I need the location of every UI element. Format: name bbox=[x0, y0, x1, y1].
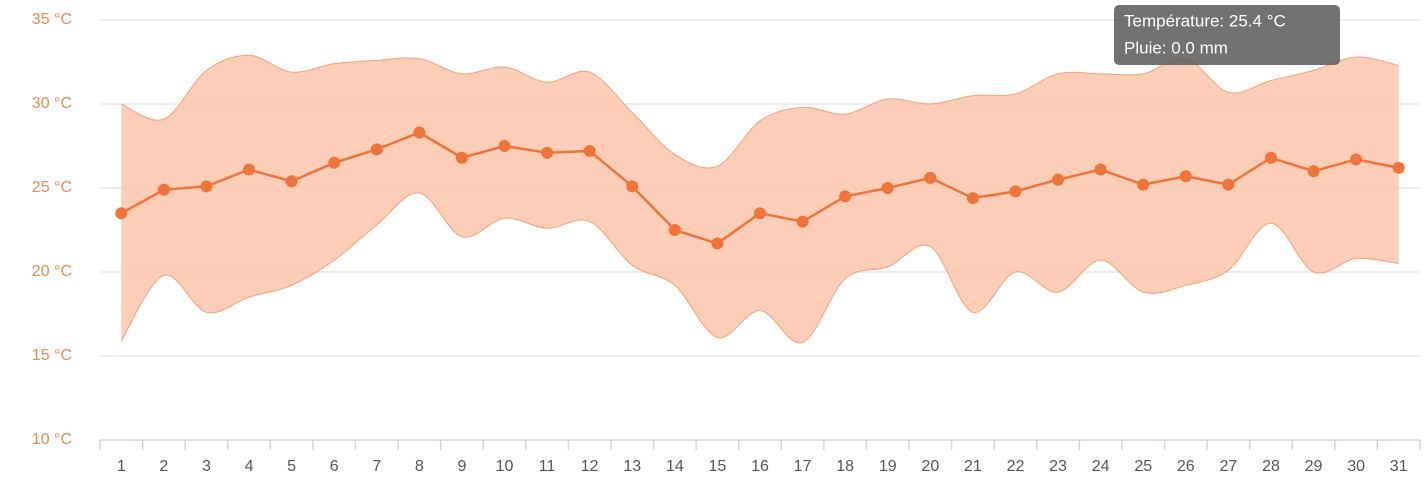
x-tick-label: 1 bbox=[117, 458, 126, 475]
x-tick-label: 17 bbox=[794, 458, 812, 475]
x-tick-label: 9 bbox=[457, 458, 466, 475]
x-tick-label: 27 bbox=[1219, 458, 1237, 475]
x-tick-label: 4 bbox=[245, 458, 254, 475]
x-tick-label: 2 bbox=[159, 458, 168, 475]
data-point bbox=[328, 156, 341, 169]
data-point bbox=[754, 207, 766, 220]
data-point bbox=[200, 180, 213, 193]
data-point bbox=[1137, 178, 1150, 191]
tooltip-line: Température: 25.4 °C bbox=[1124, 11, 1286, 30]
x-tick-label: 23 bbox=[1049, 458, 1067, 475]
x-tick-label: 28 bbox=[1262, 458, 1280, 475]
data-point bbox=[285, 175, 298, 188]
x-tick-label: 24 bbox=[1092, 458, 1110, 475]
x-tick-label: 16 bbox=[751, 458, 769, 475]
x-tick-label: 20 bbox=[921, 458, 939, 475]
x-tick-label: 6 bbox=[330, 458, 339, 475]
x-tick-label: 3 bbox=[202, 458, 211, 475]
x-tick-label: 5 bbox=[287, 458, 296, 475]
x-tick-label: 8 bbox=[415, 458, 424, 475]
x-tick-label: 22 bbox=[1007, 458, 1025, 475]
range-low-edge bbox=[120, 192, 1399, 344]
data-point bbox=[1307, 165, 1320, 178]
data-point bbox=[626, 180, 639, 193]
data-point bbox=[1052, 173, 1065, 186]
x-tick-label: 10 bbox=[496, 458, 514, 475]
x-tick-label: 18 bbox=[836, 458, 854, 475]
data-point bbox=[1094, 163, 1107, 176]
tooltip: Température: 25.4 °C Pluie: 0.0 mm bbox=[1114, 5, 1340, 65]
data-point bbox=[924, 171, 937, 184]
x-tick-label: 12 bbox=[581, 458, 599, 475]
data-point bbox=[711, 237, 724, 250]
y-tick-label: 20 °C bbox=[32, 263, 72, 280]
x-tick-label: 25 bbox=[1134, 458, 1152, 475]
data-point bbox=[1350, 153, 1363, 166]
data-point bbox=[1009, 185, 1022, 198]
data-point bbox=[413, 126, 426, 139]
y-tick-label: 10 °C bbox=[32, 431, 72, 448]
data-point bbox=[243, 163, 256, 176]
data-point bbox=[498, 140, 511, 152]
x-axis: 1 2 3 4 5 6 7 8 9 10 11 12 13 14 15 16 17 18 19 20 21 22 23 24 2… bbox=[99, 439, 1421, 475]
data-point bbox=[1222, 178, 1235, 191]
x-tick-label: 29 bbox=[1305, 458, 1323, 475]
data-point bbox=[668, 224, 681, 236]
data-point bbox=[1264, 151, 1277, 164]
x-tick-label: 31 bbox=[1390, 458, 1408, 475]
x-tick-label: 13 bbox=[623, 458, 641, 475]
data-point bbox=[370, 143, 383, 156]
y-tick-label: 35 °C bbox=[32, 11, 72, 28]
x-tick-label: 14 bbox=[666, 458, 684, 475]
tooltip-line: Pluie: 0.0 mm bbox=[1124, 38, 1228, 57]
x-tick-label: 26 bbox=[1177, 458, 1195, 475]
data-point bbox=[115, 207, 128, 220]
data-point bbox=[455, 151, 468, 164]
data-point bbox=[881, 182, 894, 194]
x-tick-label: 7 bbox=[372, 458, 381, 475]
data-point bbox=[583, 145, 596, 158]
y-tick-label: 30 °C bbox=[32, 95, 72, 112]
data-point bbox=[839, 190, 852, 203]
data-point bbox=[1392, 161, 1405, 174]
data-point bbox=[796, 215, 809, 228]
range-area bbox=[121, 55, 1399, 344]
y-tick-label: 25 °C bbox=[32, 179, 72, 196]
x-tick-label: 30 bbox=[1347, 458, 1365, 475]
x-tick-label: 11 bbox=[539, 458, 556, 475]
x-tick-label: 15 bbox=[709, 458, 727, 475]
data-point bbox=[966, 192, 979, 205]
x-tick-label: 19 bbox=[879, 458, 897, 475]
data-point bbox=[541, 146, 554, 159]
x-tick-label: 21 bbox=[964, 458, 982, 475]
tooltip-box bbox=[1114, 5, 1340, 65]
y-tick-label: 15 °C bbox=[32, 347, 72, 364]
data-point bbox=[1179, 170, 1192, 183]
plot-area bbox=[115, 54, 1405, 344]
data-point bbox=[157, 183, 170, 196]
